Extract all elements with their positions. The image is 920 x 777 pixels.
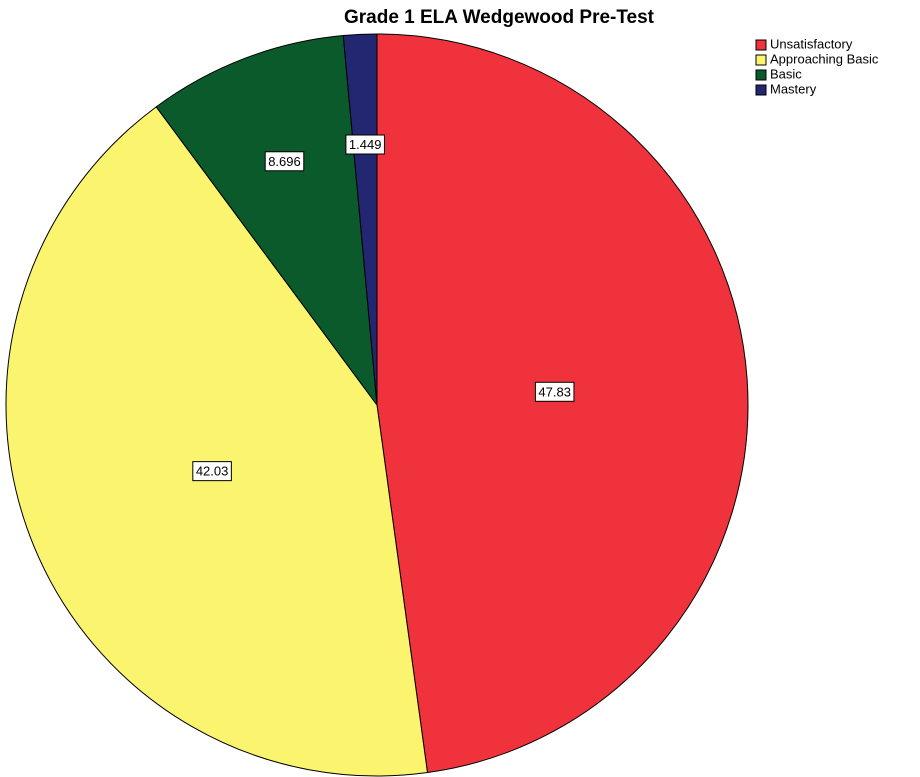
legend-label: Approaching Basic — [770, 51, 879, 66]
data-label-box — [264, 151, 305, 172]
legend-label: Basic — [770, 66, 802, 81]
legend-label: Unsatisfactory — [770, 36, 853, 51]
pie-slice — [155, 34, 378, 407]
pie-slice — [342, 33, 378, 406]
pie — [5, 33, 749, 777]
legend-label: Mastery — [770, 81, 817, 96]
data-label-box — [534, 381, 575, 402]
legend-swatch — [755, 39, 767, 51]
data-label: 8.696 — [268, 154, 301, 169]
chart-title: Grade 1 ELA Wedgewood Pre-Test — [344, 7, 655, 28]
data-label: 1.449 — [349, 137, 382, 152]
data-labels: 47.83 42.03 8.696 1.449 — [192, 134, 575, 482]
legend-swatch — [755, 84, 767, 96]
legend-swatch — [755, 69, 767, 81]
data-label: 47.83 — [538, 384, 571, 399]
data-label-box — [192, 461, 232, 482]
legend-swatch — [755, 54, 767, 66]
pie-slice — [376, 33, 749, 774]
pie-slice — [5, 106, 429, 777]
data-label: 42.03 — [196, 464, 229, 479]
data-label-box — [345, 134, 385, 155]
